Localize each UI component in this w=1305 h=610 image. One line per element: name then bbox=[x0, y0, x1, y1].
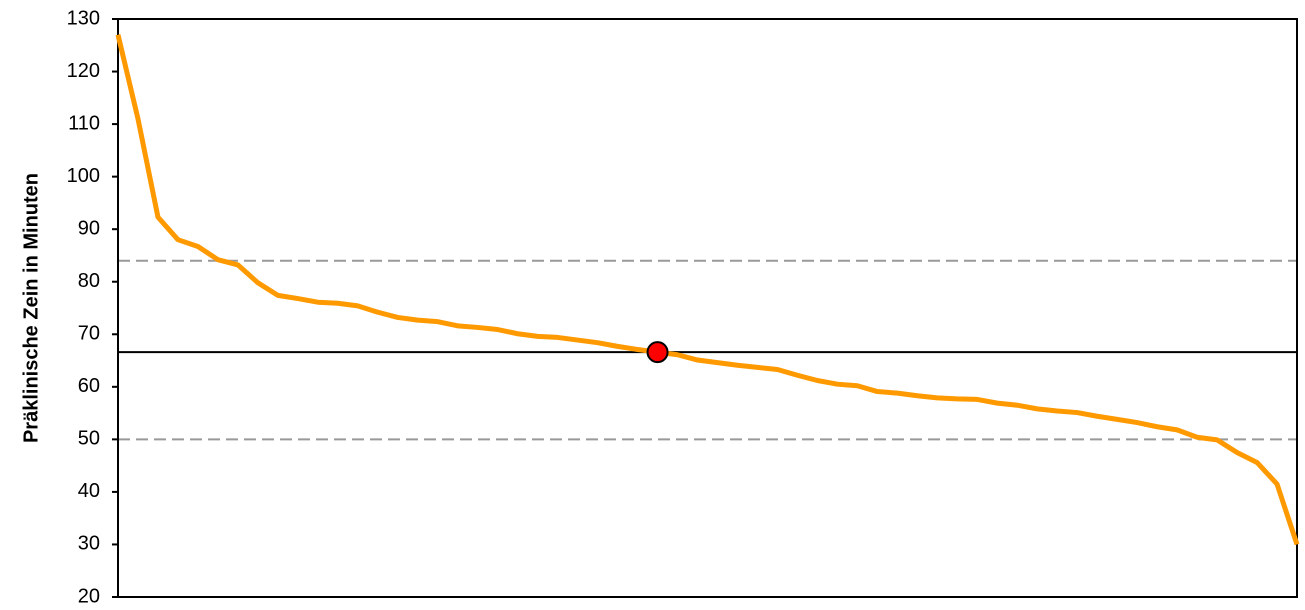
data-line bbox=[115, 34, 1300, 546]
y-axis-title: Präklinische Zein in Minuten bbox=[20, 173, 42, 443]
y-tick-label: 70 bbox=[78, 323, 100, 345]
y-tick-label: 100 bbox=[67, 165, 100, 187]
y-tick-label: 20 bbox=[78, 585, 100, 607]
y-tick-label: 130 bbox=[67, 7, 100, 29]
y-tick-label: 60 bbox=[78, 375, 100, 397]
y-tick-label: 50 bbox=[78, 428, 100, 450]
y-tick-label: 110 bbox=[68, 112, 100, 134]
highlight-point bbox=[646, 341, 669, 364]
y-tick-label: 30 bbox=[78, 533, 100, 555]
y-tick-label: 120 bbox=[67, 60, 100, 82]
y-tick-label: 40 bbox=[78, 480, 100, 502]
plot-frame bbox=[117, 18, 1298, 598]
y-tick-label: 90 bbox=[78, 217, 100, 239]
y-tick-label: 80 bbox=[78, 270, 100, 292]
